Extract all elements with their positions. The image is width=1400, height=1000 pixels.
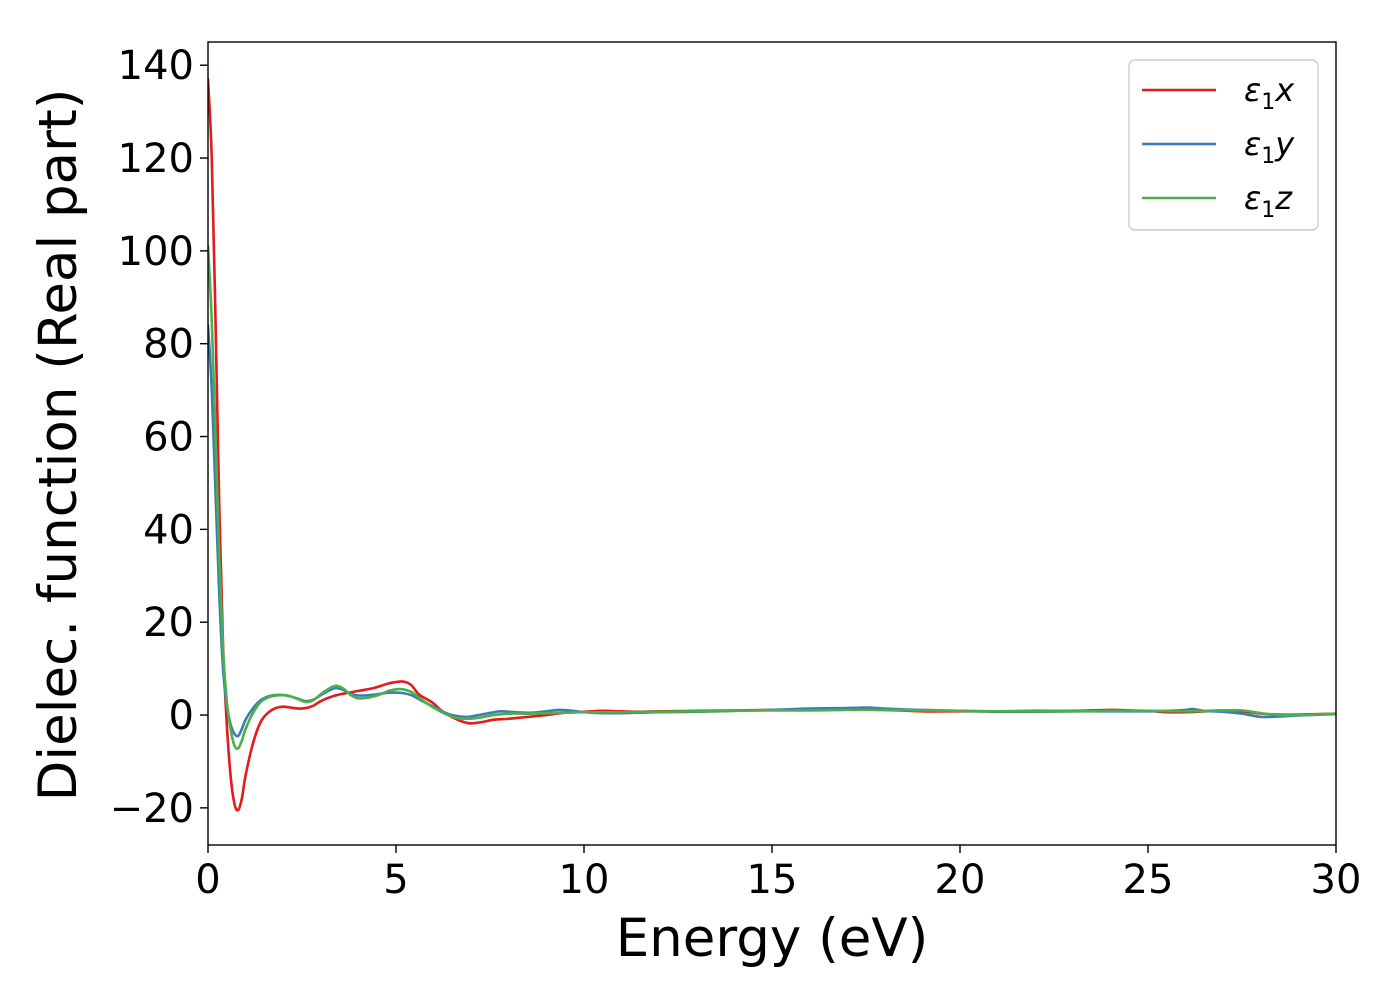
- y-tick-label: 0: [169, 693, 194, 739]
- plot-area: [208, 77, 1336, 812]
- y-tick-label: 140: [118, 43, 194, 89]
- y-axis-title: Dielec. function (Real part): [28, 89, 89, 802]
- y-tick-label: 120: [118, 136, 194, 182]
- legend-label-x: ε1x: [1244, 71, 1295, 115]
- series-line-z: [208, 244, 1336, 751]
- y-tick-label: 40: [143, 507, 194, 553]
- legend-label-z: ε1z: [1244, 179, 1293, 223]
- x-tick-label: 10: [559, 857, 610, 903]
- series-layer: [208, 77, 1336, 812]
- x-tick-label: 0: [195, 857, 220, 903]
- x-tick-label: 15: [747, 857, 798, 903]
- y-tick-label: 100: [118, 229, 194, 275]
- x-axis-title: Energy (eV): [616, 908, 929, 969]
- y-tick-label: 80: [143, 322, 194, 368]
- y-tick-label: 60: [143, 415, 194, 461]
- x-tick-label: 5: [383, 857, 408, 903]
- x-axis: 0 5 10 15 20 25 30: [195, 845, 1361, 903]
- legend-box: [1128, 59, 1319, 231]
- y-tick-label: −20: [110, 786, 194, 832]
- y-axis: −20 0 20 40 60 80 100 120 140: [110, 43, 208, 832]
- y-tick-label: 20: [143, 600, 194, 646]
- legend: ε1x ε1y ε1z: [1128, 59, 1319, 231]
- x-tick-label: 20: [935, 857, 986, 903]
- legend-label-y: ε1y: [1244, 125, 1295, 169]
- x-tick-label: 30: [1311, 857, 1362, 903]
- x-tick-label: 25: [1123, 857, 1174, 903]
